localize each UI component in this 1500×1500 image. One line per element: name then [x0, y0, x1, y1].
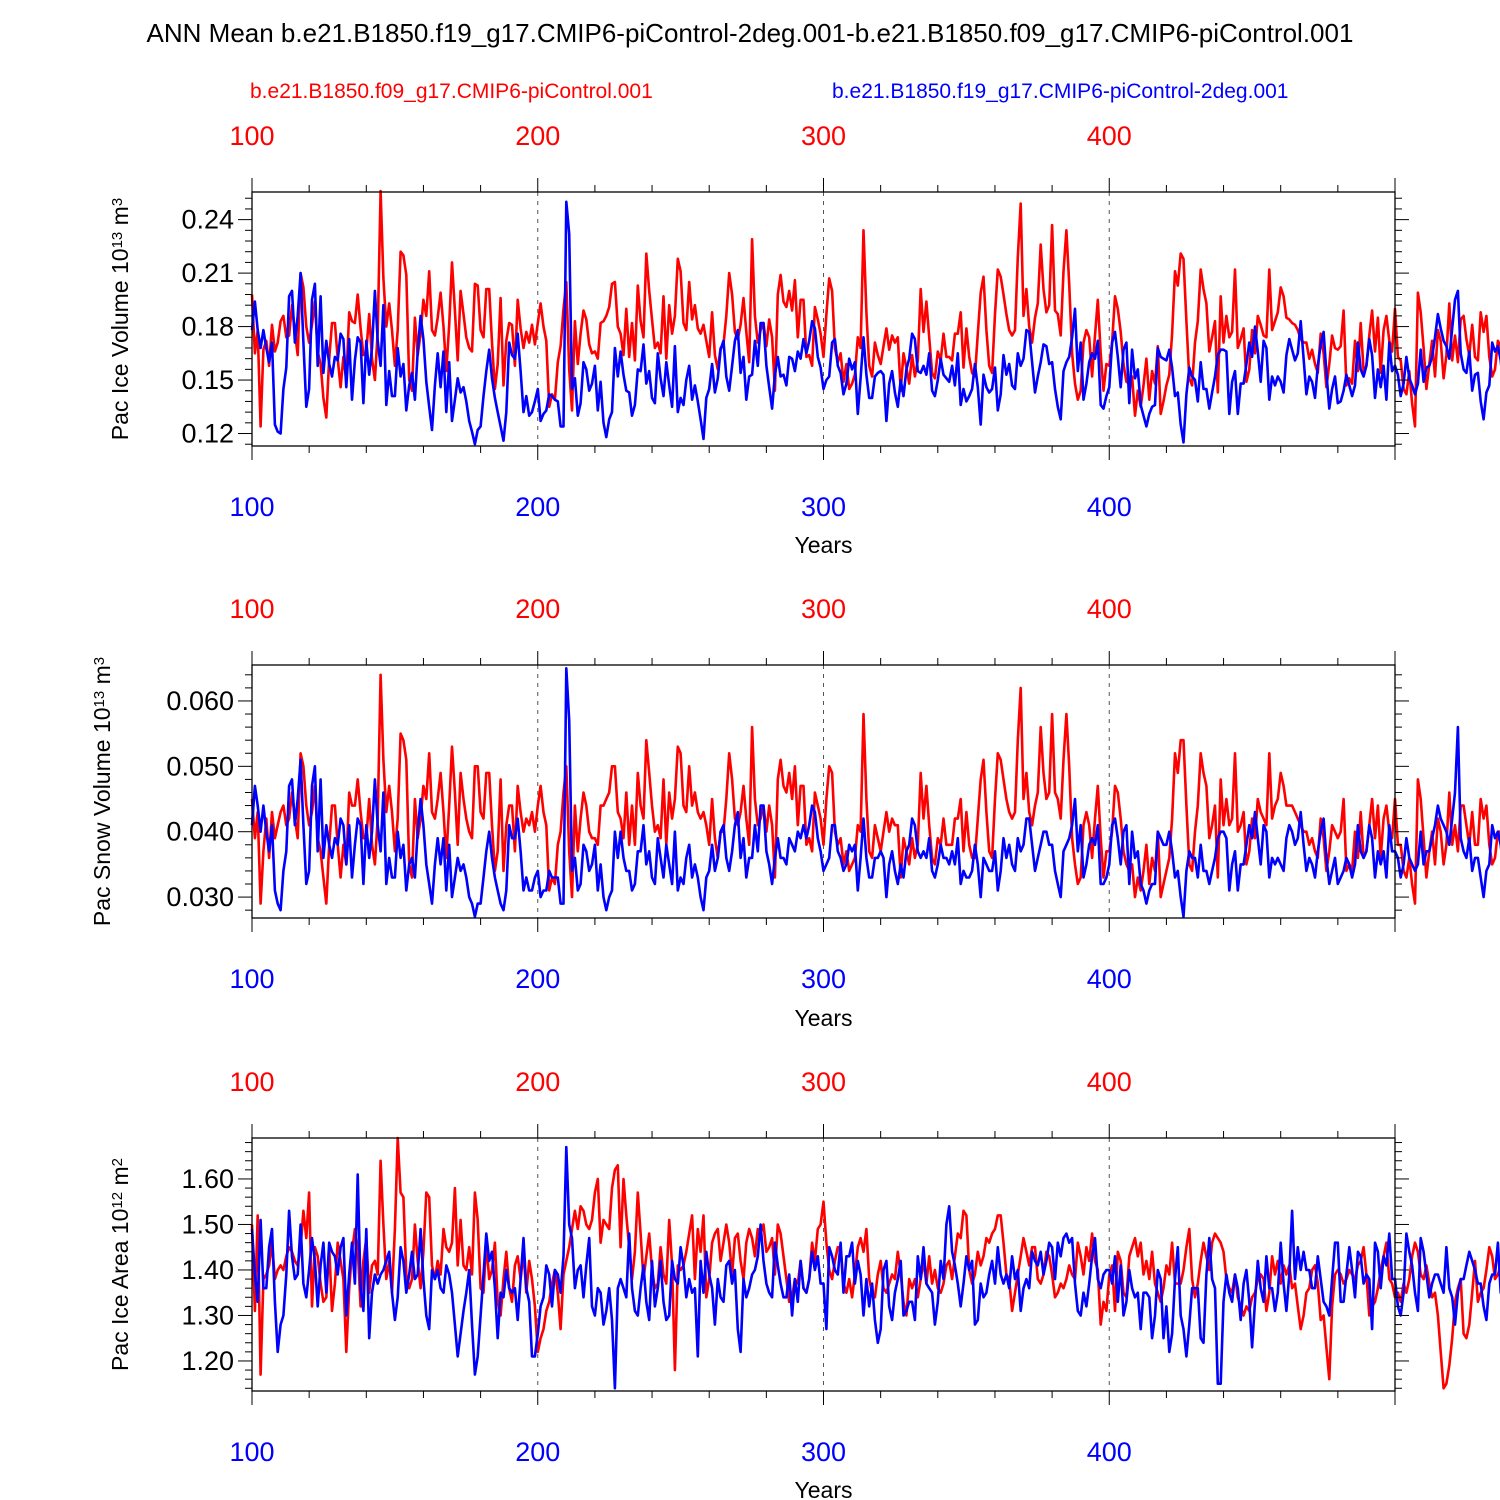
x-tick-label-bottom: 400 — [1087, 1437, 1132, 1467]
x-tick-label-top: 200 — [515, 1067, 560, 1097]
series-line-blue — [250, 200, 1500, 446]
x-tick-label-bottom: 400 — [1087, 492, 1132, 522]
x-tick-label-top: 100 — [229, 594, 274, 624]
y-tick-label: 0.15 — [181, 365, 234, 395]
x-tick-label-bottom: 300 — [801, 492, 846, 522]
y-tick-label: 1.30 — [181, 1300, 234, 1330]
y-axis-title: Pac Snow Volume 1013 m3 — [89, 657, 115, 926]
chart-panel-3: 100 100 200 200 300 300 400 400 Years 1.20 1.30 1.4… — [107, 1067, 1500, 1500]
y-axis-title-text: m — [89, 665, 115, 691]
x-tick-label-top: 100 — [229, 121, 274, 151]
y-axis-title-superscript: 12 — [109, 1192, 126, 1209]
x-axis-title: Years — [795, 1005, 853, 1031]
x-tick-label-top: 400 — [1087, 594, 1132, 624]
y-tick-label: 1.20 — [181, 1346, 234, 1376]
x-tick-label-bottom: 100 — [229, 1437, 274, 1467]
x-tick-label-bottom: 400 — [1087, 964, 1132, 994]
x-tick-label-top: 300 — [801, 1067, 846, 1097]
legend-red-series: b.e21.B1850.f09_g17.CMIP6-piControl.001 — [250, 80, 653, 103]
y-axis-title-text: Pac Ice Area 10 — [107, 1209, 133, 1371]
series-line-red — [250, 1136, 1500, 1390]
y-tick-label: 0.040 — [166, 817, 234, 847]
y-axis-title: Pac Ice Area 1012 m2 — [107, 1158, 133, 1371]
legend-blue-series: b.e21.B1850.f19_g17.CMIP6-piControl-2deg… — [832, 80, 1289, 103]
x-tick-label-bottom: 200 — [515, 964, 560, 994]
x-axis-title: Years — [795, 1477, 853, 1500]
x-tick-label-bottom: 300 — [801, 1437, 846, 1467]
y-axis-title-superscript: 13 — [91, 691, 108, 708]
x-tick-label-bottom: 100 — [229, 492, 274, 522]
y-tick-label: 0.21 — [181, 258, 234, 288]
x-tick-label-bottom: 100 — [229, 964, 274, 994]
y-axis-title-superscript: 3 — [109, 198, 126, 206]
chart-panel-1: 100 100 200 200 300 300 400 400 Years 0.12 0.15 0.1… — [107, 121, 1500, 558]
y-tick-label: 0.030 — [166, 882, 234, 912]
series-line-red — [250, 673, 1500, 905]
y-tick-label: 0.24 — [181, 205, 234, 235]
x-tick-label-bottom: 200 — [515, 1437, 560, 1467]
x-tick-label-bottom: 200 — [515, 492, 560, 522]
x-axis-title: Years — [795, 532, 853, 558]
x-tick-label-top: 200 — [515, 121, 560, 151]
y-axis-title-superscript: 2 — [109, 1158, 126, 1166]
y-axis-title-superscript: 3 — [91, 657, 108, 665]
x-tick-label-bottom: 300 — [801, 964, 846, 994]
y-tick-label: 0.060 — [166, 686, 234, 716]
y-tick-label: 1.40 — [181, 1255, 234, 1285]
y-axis-title-text: m — [107, 1166, 133, 1192]
x-tick-label-top: 400 — [1087, 121, 1132, 151]
series-line-blue — [250, 666, 1500, 919]
chart-panel-2: 100 100 200 200 300 300 400 400 Years 0.030 0.040 0… — [89, 594, 1500, 1031]
x-tick-label-top: 200 — [515, 594, 560, 624]
x-tick-label-top: 400 — [1087, 1067, 1132, 1097]
y-tick-label: 0.18 — [181, 312, 234, 342]
x-tick-label-top: 300 — [801, 594, 846, 624]
series-line-blue — [250, 1145, 1500, 1390]
y-tick-label: 1.60 — [181, 1164, 234, 1194]
y-tick-label: 0.12 — [181, 419, 234, 449]
x-tick-label-top: 100 — [229, 1067, 274, 1097]
y-axis-title: Pac Ice Volume 1013 m3 — [107, 198, 133, 440]
y-axis-title-text: Pac Ice Volume 10 — [107, 248, 133, 440]
y-axis-title-text: Pac Snow Volume 10 — [89, 707, 115, 926]
series-line-red — [250, 189, 1500, 428]
x-tick-label-top: 300 — [801, 121, 846, 151]
chart-main-title: ANN Mean b.e21.B1850.f19_g17.CMIP6-piCon… — [146, 18, 1354, 48]
y-tick-label: 1.50 — [181, 1209, 234, 1239]
y-axis-title-superscript: 13 — [109, 232, 126, 249]
y-axis-title-text: m — [107, 206, 133, 232]
y-tick-label: 0.050 — [166, 751, 234, 781]
